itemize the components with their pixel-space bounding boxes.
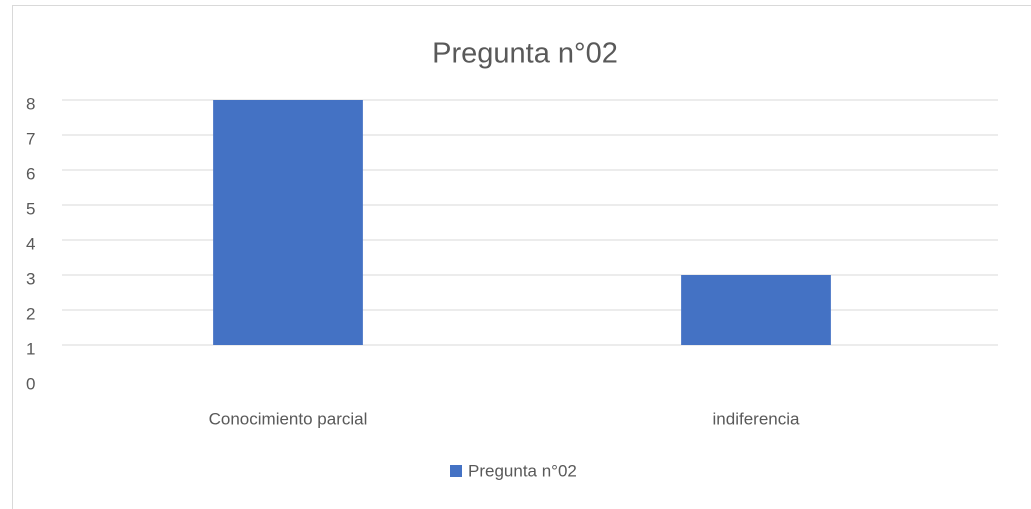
y-tick-label: 0 bbox=[26, 374, 35, 393]
bar bbox=[681, 275, 831, 345]
y-tick-label: 1 bbox=[26, 339, 35, 358]
y-tick-label: 8 bbox=[26, 94, 35, 113]
legend-label: Pregunta n°02 bbox=[468, 461, 577, 480]
bar bbox=[213, 100, 363, 345]
y-tick-label: 3 bbox=[26, 269, 35, 288]
y-tick-label: 4 bbox=[26, 234, 35, 253]
x-tick-label: indiferencia bbox=[713, 409, 800, 428]
legend-swatch bbox=[450, 465, 462, 477]
chart-frame bbox=[12, 5, 1031, 509]
chart-title: Pregunta n°02 bbox=[432, 38, 618, 70]
y-tick-label: 7 bbox=[26, 129, 35, 148]
y-tick-label: 2 bbox=[26, 304, 35, 323]
x-tick-label: Conocimiento parcial bbox=[209, 409, 368, 428]
y-tick-label: 5 bbox=[26, 199, 35, 218]
y-tick-label: 6 bbox=[26, 164, 35, 183]
